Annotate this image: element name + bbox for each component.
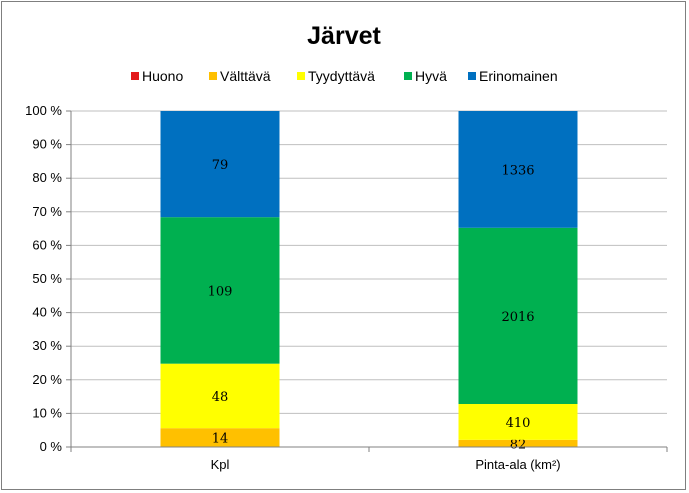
legend-label-2: Tyydyttävä: [308, 68, 375, 84]
bar-segment-0-4: [160, 111, 280, 218]
legend-swatch-4: [468, 72, 476, 80]
bar-segment-1-2: [458, 403, 578, 440]
y-axis: 0 % 10 % 20 % 30 % 40 % 50 % 60 % 70 % 80 % 90 % 1…: [25, 103, 72, 454]
y-tick-label-5: 50 %: [32, 271, 62, 286]
legend: Huono Välttävä Tyydyttävä Hyvä Erinomainen: [131, 68, 558, 84]
data-label-1-3: 2016: [501, 310, 534, 325]
y-tick-label-1: 10 %: [32, 405, 62, 420]
data-label-0-3: 109: [208, 284, 233, 299]
y-tick-label-8: 80 %: [32, 170, 62, 185]
bar-segment-0-2: [160, 363, 280, 429]
data-label-0-1: 14: [212, 432, 229, 447]
y-tick-label-6: 60 %: [32, 237, 62, 252]
x-category-label-0: Kpl: [211, 457, 230, 472]
y-tick-label-10: 100 %: [25, 103, 62, 118]
bars: 14 48 109 79 82 410 2016 1336: [160, 111, 578, 452]
legend-swatch-1: [209, 72, 217, 80]
bar-segment-1-1: [458, 439, 578, 447]
data-label-1-4: 1336: [501, 163, 534, 178]
legend-swatch-3: [404, 72, 412, 80]
gridlines: [71, 110, 667, 414]
chart-title: Järvet: [307, 22, 381, 50]
y-tick-label-0: 0 %: [40, 439, 63, 454]
x-category-label-1: Pinta-ala (km²): [475, 457, 560, 472]
y-tick-label-4: 40 %: [32, 305, 62, 320]
y-tick-label-7: 70 %: [32, 204, 62, 219]
y-tick-label-3: 30 %: [32, 338, 62, 353]
legend-swatch-2: [297, 72, 305, 80]
y-tick-label-9: 90 %: [32, 137, 62, 152]
bar-segment-1-4: [458, 111, 578, 228]
x-axis: Kpl Pinta-ala (km²): [70, 446, 668, 472]
data-label-0-4: 79: [212, 158, 229, 173]
bar-segment-0-3: [160, 217, 280, 364]
data-label-0-2: 48: [212, 390, 229, 405]
data-label-1-1: 82: [510, 437, 527, 452]
legend-label-3: Hyvä: [415, 68, 447, 84]
y-tick-label-2: 20 %: [32, 372, 62, 387]
legend-label-4: Erinomainen: [479, 68, 558, 84]
legend-label-0: Huono: [142, 68, 183, 84]
bar-segment-1-3: [458, 227, 578, 404]
legend-label-1: Välttävä: [220, 68, 271, 84]
data-label-1-2: 410: [506, 416, 531, 431]
bar-segment-0-1: [160, 428, 280, 447]
legend-swatch-0: [131, 72, 139, 80]
